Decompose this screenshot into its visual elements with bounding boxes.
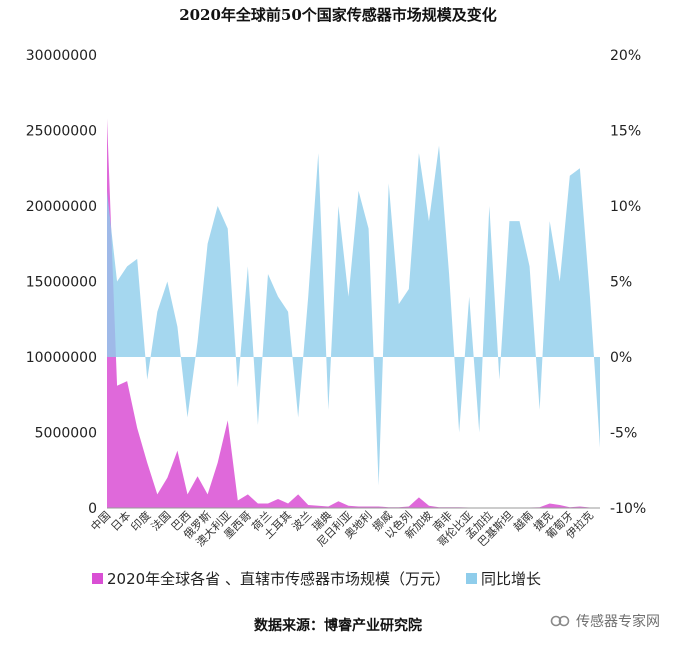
x-axis-ticks: 中国日本印度法国巴西俄罗斯澳大利亚墨西哥荷兰土耳其波兰瑞典尼日利亚奥地利挪威以色… xyxy=(88,508,596,549)
legend: 2020年全球各省 、直辖市传感器市场规模（万元） 同比增长 xyxy=(92,568,541,589)
chart-title: 2020年全球前50个国家传感器市场规模及变化 xyxy=(179,6,497,24)
left-axis-tick-label: 25000000 xyxy=(26,124,97,140)
right-axis-tick-label: 15% xyxy=(610,124,641,140)
right-axis-tick-label: 10% xyxy=(610,199,641,215)
chart-canvas: 0 5000000 10000000 15000000 20000000 25000000… xyxy=(26,48,646,549)
right-axis-tick-label: 0% xyxy=(610,350,632,366)
left-axis-ticks: 0 5000000 10000000 15000000 20000000 25000000… xyxy=(26,48,97,517)
left-axis-tick-label: 0 xyxy=(88,501,97,517)
x-axis-tick-label: 印度 xyxy=(128,508,153,533)
right-axis-tick-label: -10% xyxy=(610,501,646,517)
legend-label-growth: 同比增长 xyxy=(480,570,541,588)
legend-swatch-market-size xyxy=(92,573,103,584)
watermark: 传感器专家网 xyxy=(550,611,660,631)
x-axis-tick-label: 法国 xyxy=(148,508,173,533)
x-axis-tick-label: 日本 xyxy=(108,508,133,533)
growth-series xyxy=(107,145,600,486)
growth-area xyxy=(107,145,600,486)
right-axis-ticks: -10% -5% 0% 5% 10% 15% 20% xyxy=(610,48,646,517)
watermark-text: 传感器专家网 xyxy=(576,614,660,630)
left-axis-tick-label: 30000000 xyxy=(26,48,97,64)
x-axis-tick-label: 越南 xyxy=(510,508,535,533)
left-axis-tick-label: 15000000 xyxy=(26,275,97,291)
x-axis-tick-label: 波兰 xyxy=(290,509,315,534)
source-note: 数据来源：博睿产业研究院 xyxy=(254,618,422,634)
legend-label-market-size: 2020年全球各省 、直辖市传感器市场规模（万元） xyxy=(107,570,450,588)
right-axis-tick-label: 20% xyxy=(610,48,641,64)
left-axis-tick-label: 10000000 xyxy=(26,350,97,366)
left-axis-tick-label: 5000000 xyxy=(35,426,97,442)
left-axis-tick-label: 20000000 xyxy=(26,199,97,215)
wechat-official-account-icon xyxy=(550,615,570,627)
right-axis-tick-label: -5% xyxy=(610,426,637,442)
right-axis-tick-label: 5% xyxy=(610,275,632,291)
legend-swatch-growth xyxy=(465,573,477,584)
